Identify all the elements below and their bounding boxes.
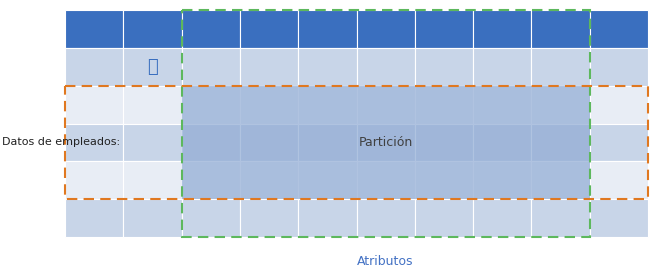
Bar [240,161,298,199]
Bar [473,10,532,48]
Bar [298,10,357,48]
Bar [182,10,590,237]
Bar [357,86,415,124]
Bar [473,199,532,237]
Bar [182,161,240,199]
Bar [182,86,590,199]
Bar [298,48,357,86]
Bar [532,10,590,48]
Bar [124,124,182,161]
Bar [182,199,240,237]
Bar [532,161,590,199]
Bar [415,86,473,124]
Bar [240,10,298,48]
Bar [298,161,357,199]
Bar [590,86,648,124]
Bar [415,48,473,86]
Bar [415,161,473,199]
Bar [65,124,124,161]
Bar [357,10,415,48]
Bar [65,161,124,199]
Bar [124,48,182,86]
Bar [65,86,124,124]
Bar [473,48,532,86]
Bar [473,161,532,199]
Bar [298,86,357,124]
Bar [124,161,182,199]
Bar [298,124,357,161]
Bar [532,124,590,161]
Bar [532,86,590,124]
Bar [240,48,298,86]
Text: Atributos: Atributos [357,255,414,268]
Bar [240,86,298,124]
Bar [590,48,648,86]
Bar [357,161,415,199]
Bar [415,10,473,48]
Bar [590,10,648,48]
Bar [357,124,415,161]
Bar [240,199,298,237]
Bar [298,199,357,237]
Bar [65,10,124,48]
Bar [182,48,240,86]
Bar [473,86,532,124]
Text: Datos de empleados:: Datos de empleados: [2,137,120,147]
Bar [182,86,240,124]
Bar [65,199,124,237]
Bar [182,10,240,48]
Text: 🔒: 🔒 [147,58,158,76]
Bar [532,199,590,237]
Bar [65,48,124,86]
Bar [124,10,182,48]
Bar [415,199,473,237]
Bar [124,199,182,237]
Bar [590,124,648,161]
Bar [357,199,415,237]
Bar [65,86,648,199]
Bar [473,124,532,161]
Bar [357,48,415,86]
Bar [124,86,182,124]
Bar [182,124,240,161]
Bar [532,48,590,86]
Bar [590,161,648,199]
Bar [240,124,298,161]
Bar [415,124,473,161]
Text: Partición: Partición [359,136,413,149]
Bar [590,199,648,237]
